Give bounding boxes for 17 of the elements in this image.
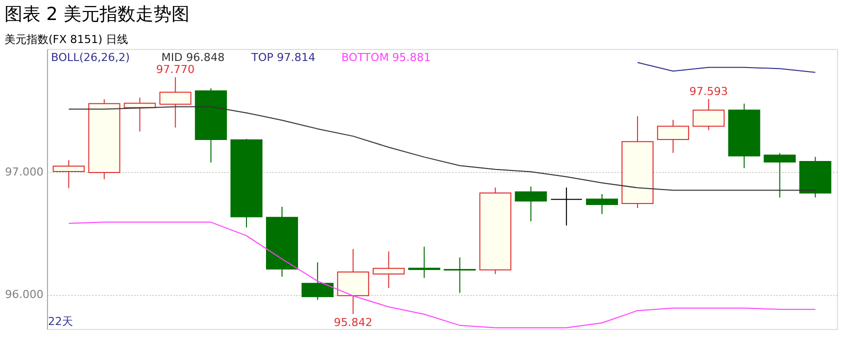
- line-series: [637, 62, 816, 73]
- legend-title: BOLL(26,26,2): [51, 51, 130, 64]
- chart-subtitle: 美元指数(FX 8151) 日线: [4, 33, 128, 46]
- chart-title: 图表 2 美元指数走势图: [4, 4, 190, 25]
- candlestick: [444, 256, 476, 294]
- annotation: 97.593: [689, 84, 728, 98]
- text: MID 96.848: [161, 51, 225, 64]
- candlestick: [372, 250, 405, 288]
- text: TOP 97.814: [250, 51, 316, 64]
- y-tick-label: 96.000: [5, 288, 44, 302]
- candlestick: [550, 187, 582, 226]
- y-tick-label: 97.000: [5, 165, 44, 178]
- annotation: 97.770: [156, 63, 195, 76]
- annotation: 22天: [48, 315, 73, 328]
- text: BOTTOM 95.881: [341, 51, 431, 64]
- candlestick: [408, 246, 440, 278]
- annotation: 95.842: [334, 316, 372, 330]
